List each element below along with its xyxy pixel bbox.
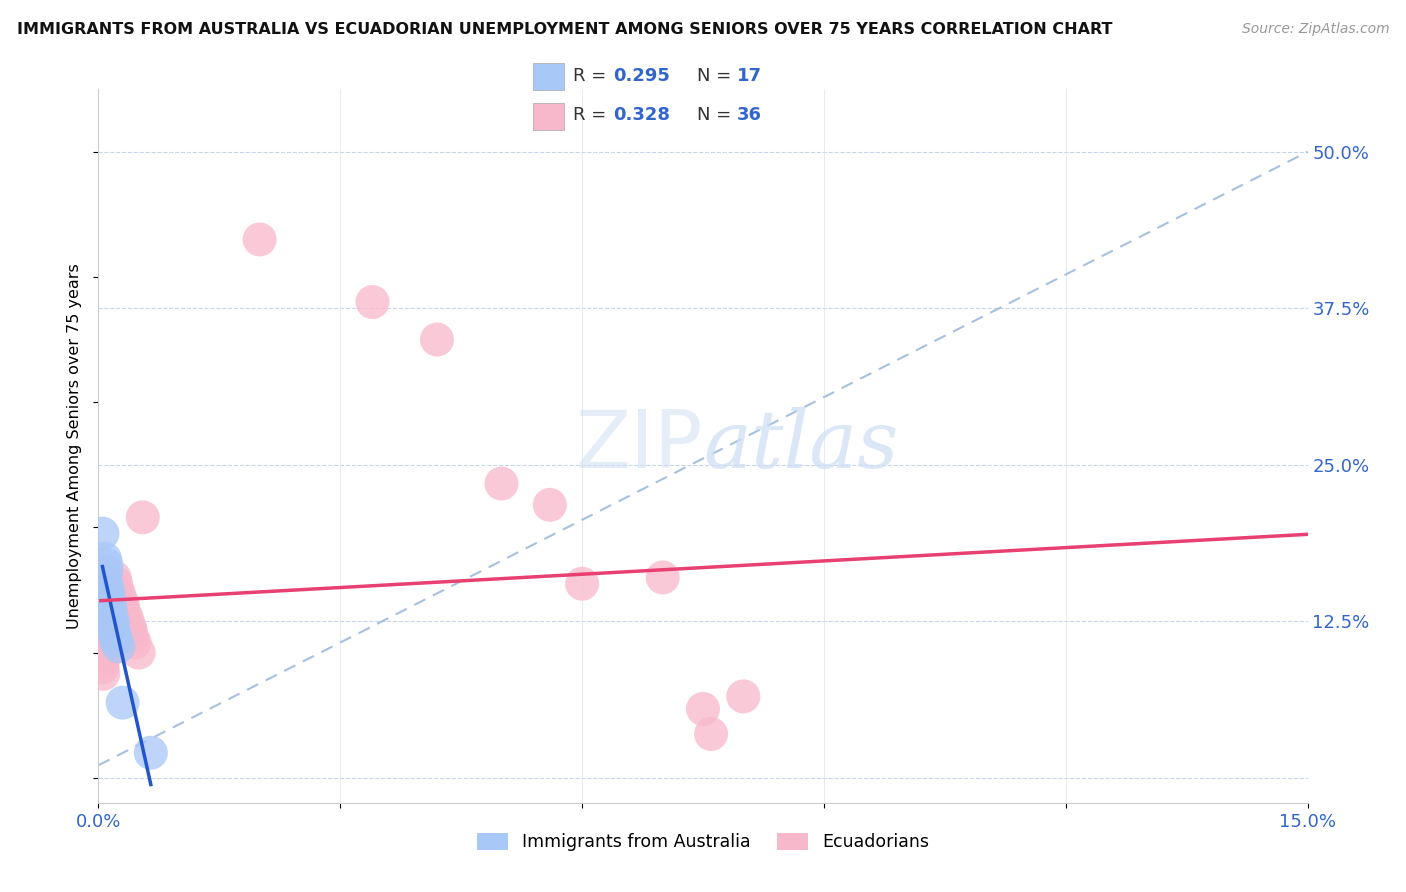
Point	[91, 656, 114, 670]
Text: 17: 17	[737, 68, 762, 86]
Text: R =: R =	[572, 68, 612, 86]
Point	[91, 660, 114, 674]
Point	[91, 526, 114, 541]
Point	[491, 476, 513, 491]
Text: IMMIGRANTS FROM AUSTRALIA VS ECUADORIAN UNEMPLOYMENT AMONG SENIORS OVER 75 YEARS: IMMIGRANTS FROM AUSTRALIA VS ECUADORIAN …	[17, 22, 1112, 37]
Point	[98, 595, 121, 609]
Text: atlas: atlas	[703, 408, 898, 484]
Point	[118, 618, 141, 632]
Point	[103, 570, 125, 584]
Point	[124, 635, 146, 649]
Point	[101, 585, 124, 599]
Point	[733, 690, 755, 704]
Point	[101, 581, 124, 595]
Point	[100, 635, 122, 649]
Point	[100, 641, 122, 656]
Point	[128, 646, 150, 660]
Point	[101, 621, 124, 635]
Text: 36: 36	[737, 106, 762, 124]
Point	[700, 727, 723, 741]
Point	[132, 510, 155, 524]
Point	[97, 627, 120, 641]
Y-axis label: Unemployment Among Seniors over 75 years: Unemployment Among Seniors over 75 years	[67, 263, 83, 629]
Text: Source: ZipAtlas.com: Source: ZipAtlas.com	[1241, 22, 1389, 37]
Point	[651, 570, 673, 584]
Point	[96, 564, 118, 578]
Point	[361, 295, 384, 310]
Point	[249, 232, 271, 246]
Point	[120, 623, 142, 637]
Point	[112, 606, 135, 620]
Point	[110, 593, 132, 607]
Text: 0.295: 0.295	[613, 68, 669, 86]
Point	[103, 627, 125, 641]
Bar	[533, 62, 564, 90]
Point	[100, 607, 122, 622]
Point	[426, 333, 449, 347]
Text: 0.328: 0.328	[613, 106, 671, 124]
Point	[105, 633, 128, 648]
Bar	[533, 103, 564, 130]
Legend: Immigrants from Australia, Ecuadorians: Immigrants from Australia, Ecuadorians	[470, 826, 936, 858]
Point	[538, 498, 561, 512]
Text: R =: R =	[572, 106, 612, 124]
Point	[111, 598, 134, 612]
Point	[94, 551, 117, 566]
Point	[90, 633, 112, 648]
Text: ZIP: ZIP	[575, 407, 703, 485]
Point	[96, 576, 118, 591]
Point	[105, 576, 128, 591]
Point	[139, 746, 162, 760]
Point	[96, 558, 118, 572]
Point	[90, 648, 112, 662]
Point	[90, 640, 112, 654]
Text: N =: N =	[696, 68, 737, 86]
Point	[111, 696, 134, 710]
Point	[101, 614, 124, 628]
Point	[97, 582, 120, 597]
Point	[97, 589, 120, 603]
Point	[91, 666, 114, 681]
Point	[107, 640, 129, 654]
Point	[121, 631, 143, 645]
Point	[692, 702, 714, 716]
Point	[571, 576, 593, 591]
Point	[115, 610, 138, 624]
Point	[107, 585, 129, 599]
Point	[100, 601, 122, 615]
Point	[96, 618, 118, 632]
Text: N =: N =	[696, 106, 737, 124]
Point	[96, 607, 118, 622]
